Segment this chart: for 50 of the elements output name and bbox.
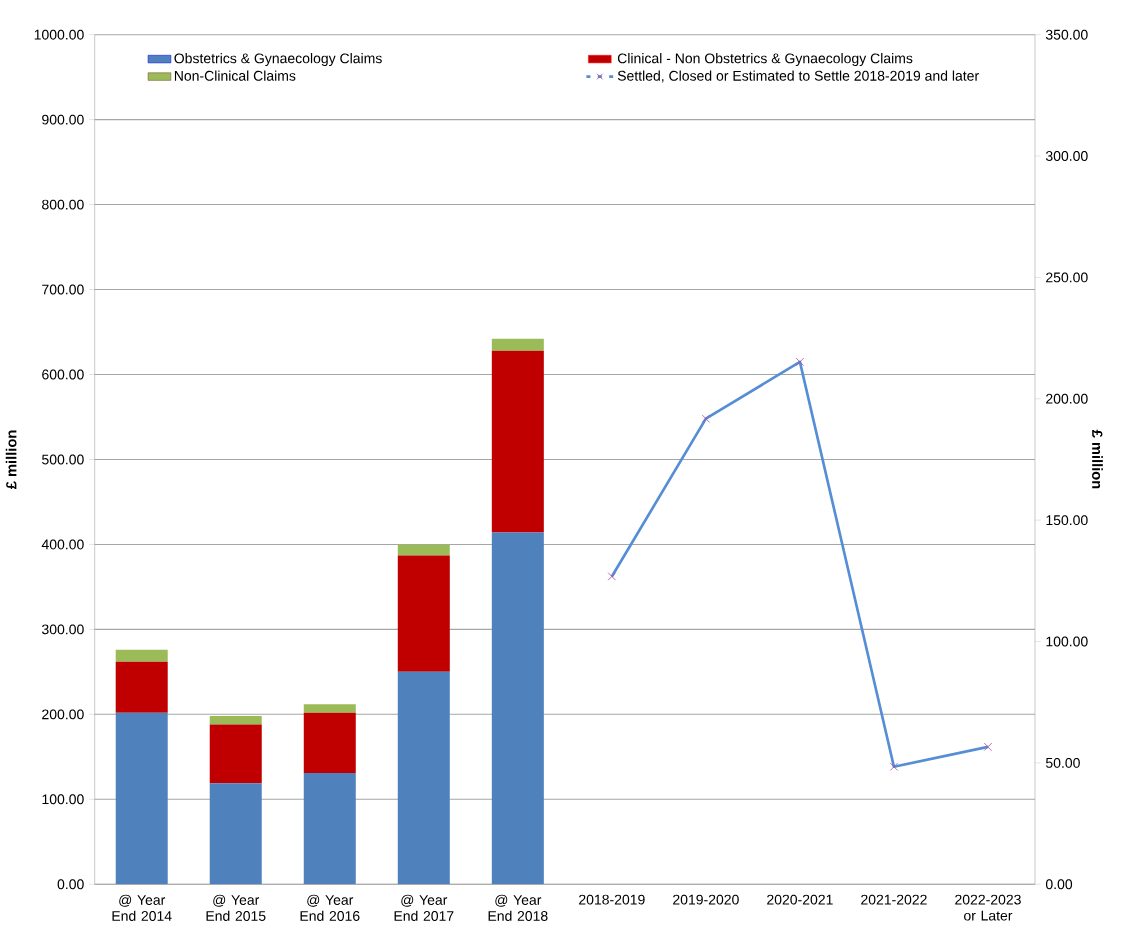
bar — [115, 661, 168, 713]
bar — [491, 532, 544, 885]
y-tick-label: 500.00 — [42, 454, 84, 465]
y2-tick-label: 250.00 — [1046, 272, 1088, 283]
y2-axis-title: £ million — [1092, 429, 1103, 489]
x-tick-label: @ Year End 2017 — [394, 894, 454, 921]
y2-tick-label: 300.00 — [1045, 150, 1088, 161]
y-tick-label: 600.00 — [42, 369, 84, 380]
y-tick-label: 200.00 — [42, 709, 84, 720]
y2-tick-label: 100.00 — [1046, 636, 1088, 647]
bar — [209, 715, 262, 725]
legend-label: Clinical - Non Obstetrics & Gynaecology Claims — [617, 52, 913, 66]
y-tick-label: 300.00 — [41, 624, 84, 635]
y-tick-label: 1000.00 — [34, 29, 84, 40]
y-tick-label: 700.00 — [42, 284, 84, 295]
bar — [115, 649, 168, 662]
bar — [491, 338, 544, 351]
bar — [209, 783, 262, 885]
bar — [303, 712, 356, 773]
bar — [397, 671, 450, 885]
bar — [209, 724, 262, 784]
y2-tick-label: 0.00 — [1045, 879, 1073, 890]
legend-label: Obstetrics & Gynaecology Claims — [174, 52, 382, 66]
x-tick-label: 2020-2021 — [767, 894, 833, 905]
y2-tick-label: 200.00 — [1046, 393, 1088, 404]
x-tick-label: @ Year End 2016 — [300, 894, 360, 921]
bar — [303, 772, 356, 885]
bar — [115, 712, 168, 885]
x-tick-label: @ Year End 2014 — [112, 894, 172, 921]
legend-label: Non-Clinical Claims — [174, 70, 296, 81]
x-tick-label: @ Year End 2018 — [488, 894, 548, 921]
y-tick-label: 0.00 — [57, 879, 84, 890]
x-tick-label: 2018-2019 — [579, 894, 645, 905]
x-tick-label: 2022-2023 or Later — [955, 894, 1021, 921]
y-tick-label: 900.00 — [42, 114, 84, 125]
bar — [491, 350, 544, 533]
y-axis-title: £ million — [5, 430, 17, 489]
y2-tick-label: 50.00 — [1045, 757, 1080, 768]
bar — [303, 704, 356, 713]
bar — [397, 544, 450, 556]
y2-tick-label: 350.00 — [1045, 29, 1088, 40]
y-tick-label: 800.00 — [42, 199, 84, 210]
bar — [397, 555, 450, 672]
y-tick-label: 400.00 — [41, 539, 84, 550]
x-tick-label: @ Year End 2015 — [206, 894, 266, 921]
y-tick-label: 100.00 — [42, 794, 84, 805]
x-tick-label: 2021-2022 — [861, 894, 927, 905]
y2-tick-label: 150.00 — [1046, 515, 1088, 525]
legend-label: Settled, Closed or Estimated to Settle 2018-2019 and later — [617, 70, 979, 83]
x-tick-label: 2019-2020 — [673, 894, 739, 905]
